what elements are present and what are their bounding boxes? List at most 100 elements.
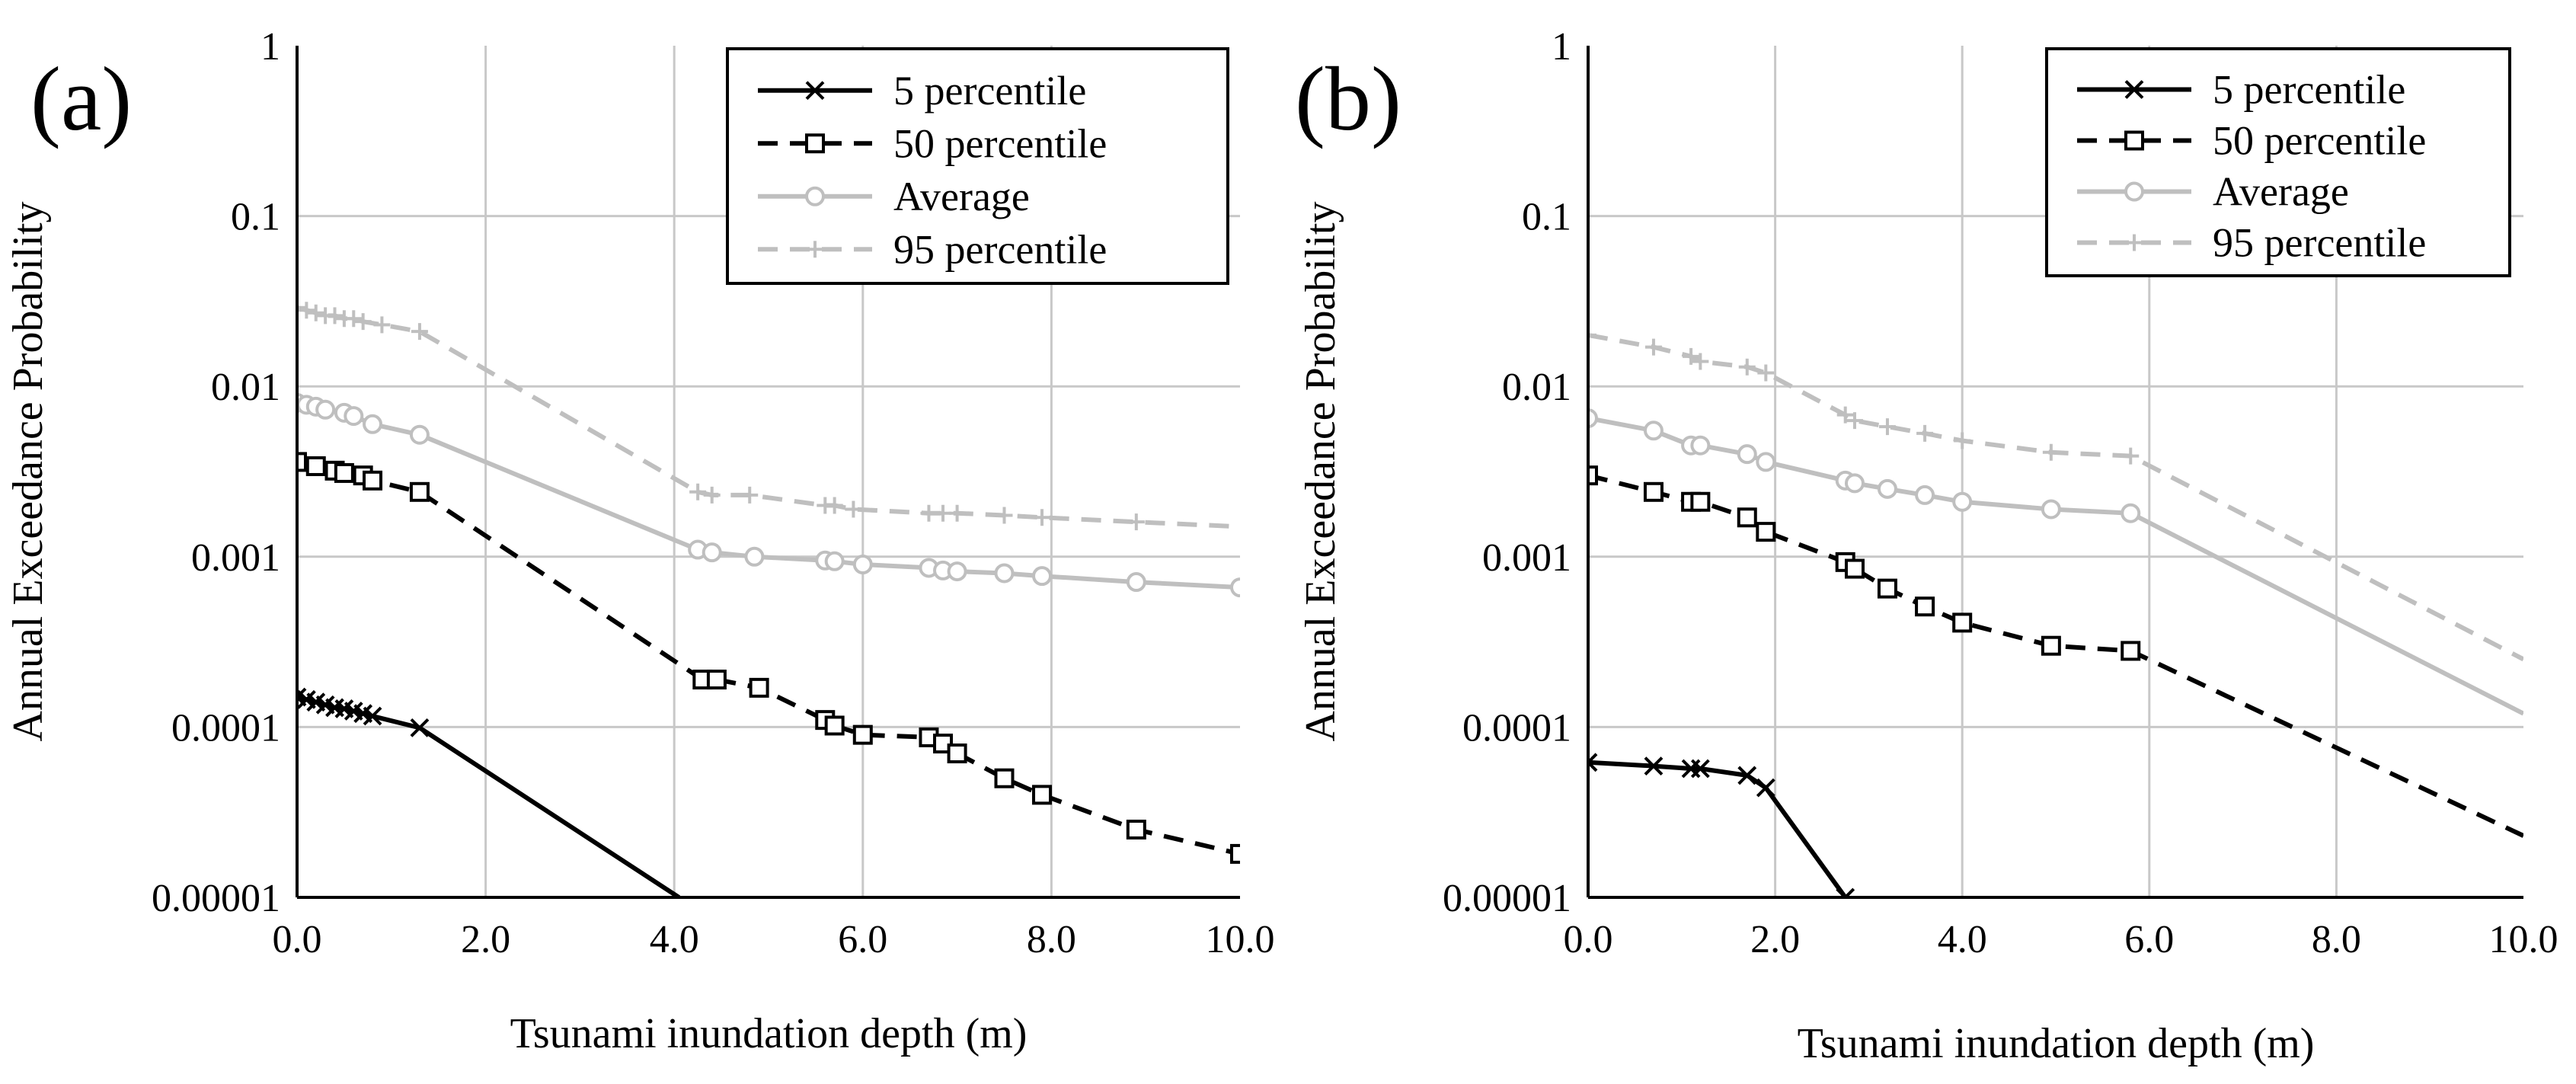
x-tick-label: 4.0 (1938, 918, 1987, 961)
data-point (1844, 558, 1865, 579)
data-point (845, 500, 862, 518)
y-tick-label: 0.01 (1502, 366, 1571, 409)
x-axis-title: Tsunami inundation depth (m) (1798, 1020, 2315, 1067)
data-point (307, 304, 324, 321)
y-tick-label: 0.0001 (171, 706, 280, 750)
legend-swatch-marker (2124, 80, 2144, 99)
data-point (947, 743, 967, 764)
data-point (826, 497, 843, 514)
data-point (409, 424, 430, 445)
data-point (1588, 408, 1598, 429)
data-point (354, 313, 372, 331)
chart-panel-b: 0.0 2.0 4.0 6.0 8.0 10.0 0.00001 0.0001 0.001 0.0… (1295, 25, 2558, 1067)
panel-label: (a) (30, 48, 132, 149)
data-point (410, 718, 430, 737)
x-tick-label: 0.0 (1564, 918, 1613, 961)
data-point (1588, 753, 1598, 772)
data-point (994, 563, 1015, 584)
data-point (1644, 756, 1664, 776)
legend-label: 50 percentile (2213, 118, 2426, 164)
data-point (2121, 503, 2141, 523)
data-point (947, 561, 967, 582)
data-point (1836, 406, 1854, 424)
data-point (1692, 353, 1709, 370)
data-point (409, 481, 430, 502)
legend-label: 5 percentile (2213, 67, 2405, 113)
data-point (1644, 338, 1662, 356)
y-tick-label: 0.001 (1482, 536, 1571, 580)
data-point (1756, 778, 1775, 798)
data-point (1126, 820, 1146, 840)
data-point (994, 768, 1015, 788)
legend-swatch-marker (805, 133, 825, 154)
data-point (1737, 766, 1757, 785)
x-tick-label: 8.0 (1027, 918, 1076, 961)
data-point (1690, 491, 1711, 512)
data-point (2122, 447, 2140, 465)
data-point (305, 456, 326, 476)
x-tick-label: 10.0 (2489, 918, 2558, 961)
legend-swatch-marker (2124, 181, 2144, 202)
y-tick-label: 0.1 (231, 196, 280, 239)
y-tick-label: 0.0001 (1462, 706, 1571, 750)
data-point (1756, 522, 1776, 542)
legend-label: 5 percentile (893, 68, 1086, 114)
data-point (1643, 481, 1664, 502)
data-point (373, 316, 391, 334)
data-point (345, 310, 363, 328)
data-point (363, 706, 382, 726)
series-group (1588, 326, 2523, 897)
data-point (411, 323, 428, 341)
data-point (1737, 444, 1757, 465)
y-tick-label: 1 (1552, 25, 1571, 69)
legend-label: 50 percentile (893, 120, 1107, 166)
x-axis-title: Tsunami inundation depth (m) (510, 1010, 1028, 1057)
data-point (749, 677, 769, 698)
data-point (689, 483, 707, 500)
y-tick-label: 0.00001 (1443, 877, 1571, 920)
data-point (703, 486, 721, 504)
series-group (297, 299, 1240, 897)
data-point (1588, 465, 1598, 486)
data-point (1756, 452, 1776, 472)
data-point (1126, 572, 1146, 593)
data-point (948, 504, 966, 522)
legend-swatch-marker (2124, 130, 2144, 151)
data-point (1846, 412, 1863, 430)
data-point (1690, 435, 1711, 456)
data-point (1588, 326, 1596, 344)
x-tick-label: 10.0 (1206, 918, 1275, 961)
data-point (1844, 473, 1865, 494)
data-point (1952, 491, 1973, 512)
data-point (1915, 484, 1935, 505)
legend-label: Average (2213, 169, 2349, 215)
data-point (2041, 635, 2061, 656)
data-point (1952, 612, 1973, 633)
data-point (2121, 641, 2141, 661)
x-tick-label: 8.0 (2312, 918, 2361, 961)
x-tick-label: 4.0 (650, 918, 699, 961)
legend-box (2045, 47, 2511, 277)
y-axis-title: Annual Exceedance Probability (1297, 201, 1344, 741)
legend: 5 percentile 50 percentile Average 95 perce… (726, 47, 1229, 285)
data-point (1877, 478, 1897, 499)
data-point (2042, 443, 2060, 461)
legend-label: 95 percentile (893, 226, 1107, 272)
x-tick-label: 6.0 (838, 918, 887, 961)
y-axis-title: Annual Exceedance Probability (5, 201, 52, 741)
data-point (1836, 887, 1855, 897)
data-point (1916, 424, 1934, 442)
data-point (1034, 509, 1051, 526)
x-tick-label: 6.0 (2124, 918, 2174, 961)
x-tick-label: 2.0 (1750, 918, 1800, 961)
legend-swatch-marker (805, 186, 825, 206)
data-point (297, 452, 307, 472)
y-tick-label: 0.00001 (152, 877, 280, 920)
x-tick-label: 0.0 (273, 918, 322, 961)
data-point (363, 414, 383, 434)
data-point (344, 406, 364, 427)
legend-swatch-marker (805, 81, 825, 101)
data-point (1877, 578, 1897, 599)
data-point (852, 724, 873, 745)
